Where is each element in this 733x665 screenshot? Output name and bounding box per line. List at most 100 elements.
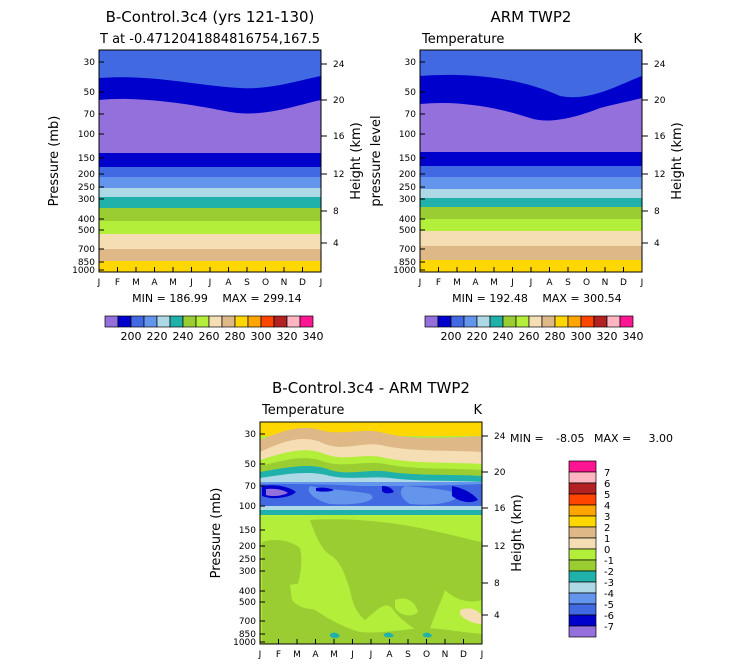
month-tick-label: D xyxy=(299,278,306,288)
colorbar-label: 300 xyxy=(251,330,272,343)
panel1-subtitle: T at -0.4712041884816754,167.5 xyxy=(99,32,320,47)
colorbar-swatch xyxy=(568,614,597,627)
colorbar-swatch xyxy=(247,315,262,328)
colorbar-label: 320 xyxy=(597,330,618,343)
pressure-tick-label: 200 xyxy=(239,542,256,552)
panel2-colorbar: 200 220 240 260 280 300 320 340 xyxy=(424,315,644,343)
colorbar-label: 220 xyxy=(147,330,168,343)
panel3-ylabel: Pressure (mb) xyxy=(209,488,224,579)
colorbar-label: -1 xyxy=(604,556,614,567)
colorbar-label: 280 xyxy=(545,330,566,343)
height-tick-label: 24 xyxy=(654,60,666,70)
panel1-title: B-Control.3c4 (yrs 121-130) xyxy=(106,8,315,26)
month-tick-label: A xyxy=(546,278,553,288)
pressure-tick-label: 50 xyxy=(245,460,257,470)
colorbar-label: 280 xyxy=(225,330,246,343)
month-tick-label: S xyxy=(405,650,411,660)
pressure-tick-label: 50 xyxy=(84,88,96,98)
colorbar-label: -3 xyxy=(604,578,614,589)
colorbar-swatch xyxy=(273,315,288,328)
panel2-contours xyxy=(420,50,642,272)
pressure-tick-label: 850 xyxy=(78,258,95,268)
pressure-tick-label: 250 xyxy=(78,183,95,193)
colorbar-swatch xyxy=(424,315,439,328)
pressure-tick-label: 150 xyxy=(78,154,95,164)
panel1-colorbar: 200 220 240 260 280 300 320 340 xyxy=(104,315,324,343)
colorbar-swatch xyxy=(568,460,597,473)
pressure-tick-label: 700 xyxy=(239,617,256,627)
colorbar-swatch xyxy=(476,315,491,328)
colorbar-label: -6 xyxy=(604,611,614,622)
colorbar-swatch xyxy=(156,315,171,328)
height-tick-label: 4 xyxy=(654,239,660,249)
month-tick-label: J xyxy=(369,650,373,660)
pressure-tick-label: 30 xyxy=(245,430,257,440)
colorbar-swatch xyxy=(554,315,569,328)
pressure-tick-label: 70 xyxy=(245,482,257,492)
colorbar-swatch xyxy=(104,315,119,328)
panel1-y2label: Height (km) xyxy=(349,122,364,199)
month-tick-label: O xyxy=(583,278,590,288)
height-tick-label: 4 xyxy=(494,611,500,621)
month-tick-label: F xyxy=(115,278,120,288)
colorbar-swatch xyxy=(541,315,556,328)
panel3-min-label: MIN = xyxy=(510,432,544,445)
colorbar-swatch xyxy=(568,537,597,550)
colorbar-label: 7 xyxy=(604,468,610,479)
colorbar-swatch xyxy=(195,315,210,328)
height-tick-label: 12 xyxy=(494,542,505,552)
panel3-min-value: -8.05 xyxy=(556,432,584,445)
pressure-tick-label: 30 xyxy=(84,58,96,68)
colorbar-swatch xyxy=(169,315,184,328)
pressure-tick-label: 400 xyxy=(399,215,416,225)
month-tick-label: S xyxy=(565,278,571,288)
pressure-tick-label: 250 xyxy=(239,555,256,565)
panel2-max: MAX = 300.54 xyxy=(542,292,621,305)
month-tick-label: A xyxy=(151,278,158,288)
pressure-tick-label: 300 xyxy=(239,567,256,577)
pressure-tick-label: 250 xyxy=(399,183,416,193)
colorbar-swatch xyxy=(502,315,517,328)
height-tick-label: 20 xyxy=(654,96,666,106)
panel3-units: K xyxy=(473,403,482,418)
month-tick-label: M xyxy=(169,278,177,288)
panel1-ylabel: Pressure (mb) xyxy=(47,116,62,207)
colorbar-label: 200 xyxy=(441,330,462,343)
colorbar-label: 240 xyxy=(173,330,194,343)
colorbar-label: 340 xyxy=(623,330,644,343)
colorbar-label: 220 xyxy=(467,330,488,343)
colorbar-label: 3 xyxy=(604,512,610,523)
month-tick-label: D xyxy=(620,278,627,288)
colorbar-swatch xyxy=(568,515,597,528)
month-tick-label: J xyxy=(258,650,262,660)
month-tick-label: J xyxy=(480,650,484,660)
pressure-tick-label: 300 xyxy=(399,195,416,205)
panel-arm: ARM TWP2 Temperature K 30 50 70 100 150 200 25… xyxy=(369,8,685,343)
colorbar-swatch xyxy=(568,482,597,495)
colorbar-swatch xyxy=(606,315,621,328)
colorbar-label: -2 xyxy=(604,567,614,578)
month-tick-label: J xyxy=(189,278,193,288)
colorbar-swatch xyxy=(619,315,634,328)
colorbar-label: 4 xyxy=(604,501,610,512)
colorbar-label: 1 xyxy=(604,534,610,545)
height-tick-label: 8 xyxy=(654,207,660,217)
panel2-subtitle: Temperature xyxy=(421,32,504,47)
colorbar-label: 0 xyxy=(604,545,610,556)
month-tick-label: M xyxy=(490,278,498,288)
colorbar-label: 260 xyxy=(199,330,220,343)
colorbar-swatch xyxy=(568,548,597,561)
height-tick-label: 8 xyxy=(333,207,339,217)
pressure-tick-label: 300 xyxy=(78,195,95,205)
colorbar-swatch xyxy=(299,315,314,328)
colorbar-label: 2 xyxy=(604,523,610,534)
panel2-units: K xyxy=(633,32,642,47)
panel2-min: MIN = 192.48 xyxy=(452,292,528,305)
pressure-tick-label: 200 xyxy=(78,170,95,180)
pressure-tick-label: 700 xyxy=(78,245,95,255)
height-tick-label: 16 xyxy=(333,132,345,142)
pressure-tick-label: 500 xyxy=(78,226,95,236)
